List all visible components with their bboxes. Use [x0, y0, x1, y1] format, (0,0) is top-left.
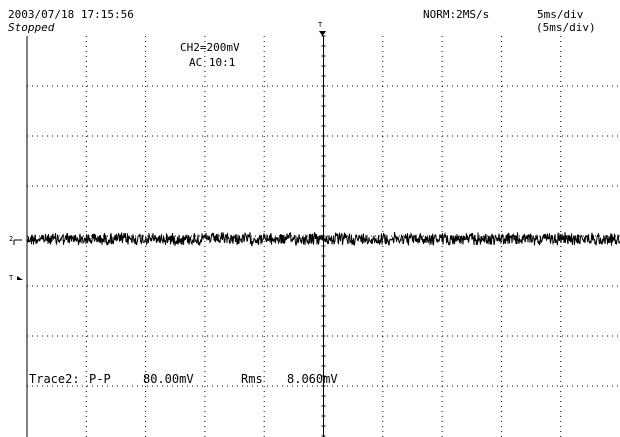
pp-label: P-P	[89, 372, 111, 386]
waveform-trace	[26, 231, 620, 247]
trigger-position-marker	[319, 31, 326, 36]
rms-value: 8.060mV	[287, 372, 338, 386]
trigger-level-label: T	[9, 274, 14, 282]
measurement-trace-label: Trace2:	[29, 372, 80, 386]
time-per-division: 5ms/div	[537, 8, 584, 21]
run-status: Stopped	[8, 21, 55, 34]
channel-ground-marker	[13, 239, 22, 245]
acquisition-mode: NORM:2MS/s	[423, 8, 490, 21]
timestamp: 2003/07/18 17:15:56	[8, 8, 134, 21]
zoom-time-per-division: (5ms/div)	[536, 21, 596, 34]
trigger-position-label: T	[318, 21, 323, 29]
trigger-level-marker	[17, 276, 23, 280]
rms-label: Rms	[241, 372, 263, 386]
channel-scale: CH2=200mV	[180, 41, 240, 54]
channel-coupling: AC 10:1	[189, 56, 236, 69]
pp-value: 80.00mV	[143, 372, 194, 386]
channel-ground-label: 2	[9, 235, 14, 243]
